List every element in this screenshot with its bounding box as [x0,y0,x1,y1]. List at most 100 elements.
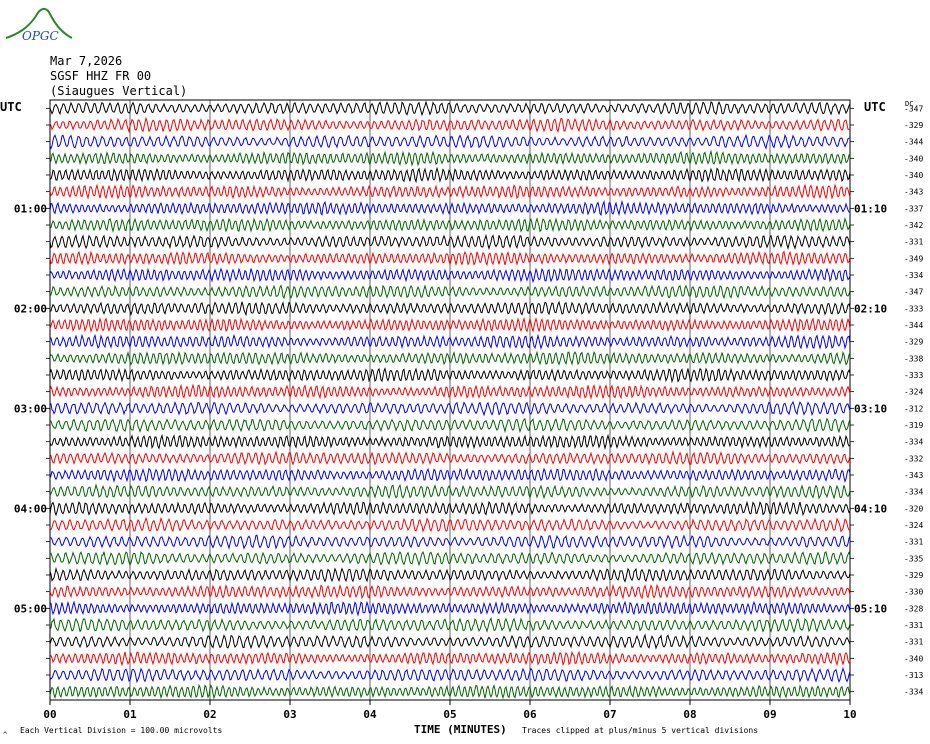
dc-offset-label: -344 [904,321,923,330]
trace-line-row-1 [49,100,851,117]
dc-offset-label: -347 [904,104,923,113]
dc-offset-label: -337 [904,204,923,213]
hour-label-right: 05:10 [854,602,887,615]
logo-text: OPGC [22,29,59,43]
dc-offset-label: -335 [904,554,923,563]
trace-line-row-31 [49,600,851,617]
dc-offset-label: -344 [904,138,923,147]
trace-line-row-24 [49,483,851,500]
trace-line-row-22 [49,449,851,466]
x-tick-label: 07 [603,708,616,721]
trace-line-row-32 [49,616,851,634]
right-utc-label: UTC [864,100,886,114]
dc-offset-label: -349 [904,254,923,263]
x-tick-label: 08 [683,708,696,721]
dc-offset-label: -343 [904,188,923,197]
dc-offset-label: -342 [904,221,923,230]
dc-offset-label: -329 [904,571,923,580]
dc-offset-label: -347 [904,288,923,297]
trace-line-row-3 [49,133,851,150]
dc-offset-label: -333 [904,371,923,380]
dc-offset-label: -330 [904,588,923,597]
x-tick-label: 05 [443,708,456,721]
label-group: UTC UTC DC TIME (MINUTES) Each Vertical … [0,100,923,739]
trace-line-row-4 [49,149,851,167]
dc-offset-label: -331 [904,238,923,247]
dc-offset-label: -324 [904,388,923,397]
trace-line-row-23 [49,467,851,484]
trace-line-row-2 [49,116,851,134]
chart-date: Mar 7,2026 [50,54,123,68]
trace-line-row-33 [49,633,851,650]
trace-line-row-29 [49,566,851,583]
plot-grid [46,99,854,705]
trace-line-row-30 [49,583,851,600]
dc-offset-label: -324 [904,521,923,530]
dc-offset-label: -320 [904,504,923,513]
trace-line-row-6 [49,183,851,200]
x-tick-label: 01 [123,708,137,721]
dc-offset-label: -313 [904,671,923,680]
dc-offset-label: -331 [904,538,923,547]
dc-offset-label: -338 [904,354,923,363]
station-code: SGSF HHZ FR 00 [50,69,152,83]
trace-line-row-35 [49,667,851,684]
hour-label-left: 04:00 [14,502,47,515]
dc-offset-label: -331 [904,621,923,630]
dc-offset-label: -312 [904,404,923,413]
x-axis-label: TIME (MINUTES) [414,723,507,736]
hour-label-left: 03:00 [14,402,47,415]
dc-offset-label: -343 [904,471,923,480]
dc-offset-label: -334 [904,438,923,447]
x-tick-label: 09 [763,708,776,721]
dc-offset-label: -340 [904,154,923,163]
hour-label-left: 01:00 [14,202,47,215]
trace-line-row-21 [49,433,851,450]
trace-line-row-7 [49,199,851,217]
x-tick-label: 03 [283,708,296,721]
trace-line-row-11 [49,267,851,284]
trace-line-row-34 [49,650,851,667]
corner-mark: ^ [3,731,7,739]
left-utc-label: UTC [0,100,22,114]
x-tick-label: 06 [523,708,537,721]
trace-line-row-27 [49,534,851,550]
division-note: Each Vertical Division = 100.00 microvol… [20,726,222,735]
trace-line-row-28 [49,550,851,567]
x-tick-label: 02 [203,708,216,721]
trace-line-row-26 [49,516,851,533]
dc-offset-label: -328 [904,604,923,613]
x-tick-label: 10 [843,708,856,721]
dc-offset-label: -329 [904,338,923,347]
hour-label-right: 04:10 [854,502,887,515]
hour-label-left: 02:00 [14,302,47,315]
dc-offset-label: -331 [904,638,923,647]
hour-label-right: 01:10 [854,202,887,215]
trace-line-row-15 [49,333,851,350]
trace-line-row-13 [49,300,851,317]
opgc-logo-icon: OPGC [5,8,73,43]
dc-offset-label: -334 [904,271,923,280]
clip-note: Traces clipped at plus/minus 5 vertical … [522,726,758,735]
station-location: (Siaugues Vertical) [50,84,188,98]
trace-line-row-12 [49,284,851,300]
dc-offset-label: -334 [904,488,923,497]
trace-line-row-8 [49,216,851,233]
hour-label-right: 02:10 [854,302,887,315]
trace-line-row-5 [49,166,851,184]
trace-line-row-19 [49,400,851,417]
dc-offset-label: -340 [904,171,923,180]
trace-line-row-10 [49,250,851,267]
trace-line-row-17 [49,367,851,384]
hour-label-right: 03:10 [854,402,887,415]
trace-line-row-14 [49,316,851,333]
dc-offset-label: -340 [904,654,923,663]
x-tick-label: 00 [43,708,56,721]
hour-label-left: 05:00 [14,602,47,615]
trace-line-row-16 [49,350,851,366]
trace-line-row-18 [49,383,851,400]
dc-offset-label: -334 [904,688,923,697]
dc-label: DC [905,100,913,108]
dc-offset-label: -333 [904,304,923,313]
